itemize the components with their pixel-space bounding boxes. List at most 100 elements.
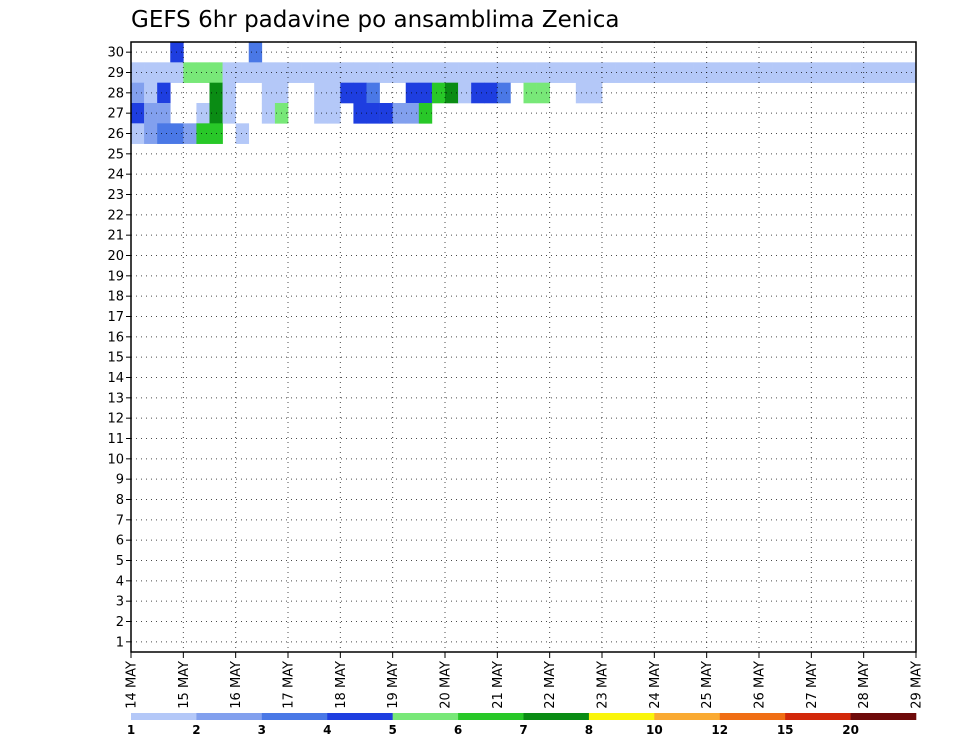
x-tick-label: 25 MAY [700,661,715,709]
heatmap-cell [536,62,550,83]
y-tick-label: 30 [107,46,124,61]
heatmap-cell [157,62,171,83]
heatmap-cell [144,62,158,83]
heatmap-cell [353,103,367,124]
colorbar-swatch [392,713,459,720]
heatmap-cell [327,103,341,124]
colorbar-swatch [588,713,655,720]
y-tick-label: 20 [107,249,124,264]
heatmap-cell [431,82,446,104]
heatmap-cell [183,123,197,144]
colorbar-label: 6 [454,723,462,737]
heatmap-cell [235,123,250,144]
colorbar-label: 3 [258,723,266,737]
colorbar-swatch [850,713,917,720]
heatmap-cell [562,62,577,83]
heatmap-cell [667,62,681,83]
y-tick-label: 19 [107,269,124,284]
heatmap-cell [405,62,420,83]
heatmap-cell [353,62,367,83]
y-tick-label: 16 [107,330,124,345]
heatmap-cell [366,62,380,83]
heatmap-cell [811,62,825,83]
y-tick-label: 28 [107,86,124,101]
heatmap-cell [261,103,276,124]
x-tick-label: 18 MAY [334,661,349,709]
y-tick-label: 26 [107,127,124,142]
heatmap-cell [902,62,917,83]
x-tick-label: 14 MAY [125,661,140,709]
colorbar: 1 2 3 4 5 6 7 8 10 12 15 20 [127,713,917,737]
heatmap-cell [588,62,603,83]
heatmap-cell [314,82,328,104]
heatmap-cell [863,62,878,83]
colorbar-swatch [327,713,393,720]
heatmap-cell [850,62,864,83]
heatmap-cell [157,123,171,144]
x-tick-label: 15 MAY [177,661,192,709]
heatmap-cell [732,62,747,83]
heatmap-cell [745,62,760,83]
heatmap-cell [131,62,145,83]
y-tick-label: 10 [107,452,124,467]
heatmap-cell [222,103,236,124]
colorbar-swatch [785,713,851,720]
heatmap-cell [418,82,433,104]
y-tick-label: 15 [107,351,124,366]
heatmap-cell [314,103,328,124]
y-tick-label: 4 [116,574,124,589]
heatmap-cell [131,82,145,104]
colorbar-label: 10 [646,723,663,737]
heatmap-cell [144,82,158,104]
heatmap-cell [301,62,315,83]
heatmap-cell [458,62,472,83]
heatmap-cell [837,62,851,83]
heatmap-cell [706,62,721,83]
y-tick-label: 8 [116,493,124,508]
colorbar-label: 1 [127,723,135,737]
heatmap-cell [588,82,603,104]
heatmap-cell [772,62,786,83]
heatmap-cell [144,103,158,124]
colorbar-label: 8 [585,723,593,737]
heatmap-cell [314,62,328,83]
y-tick-label: 24 [107,168,124,183]
colorbar-label: 20 [842,723,859,737]
heatmap-cell [680,62,694,83]
y-tick-label: 17 [107,310,124,325]
colorbar-label: 12 [711,723,728,737]
heatmap-cell [196,123,210,144]
heatmap-cell [157,103,171,124]
heatmap-cell [196,103,210,124]
x-tick-label: 26 MAY [753,661,768,709]
colorbar-label: 7 [519,723,527,737]
heatmap-cell [131,103,145,124]
grid-lines [131,42,916,652]
colorbar-label: 4 [323,723,331,737]
colorbar-label: 5 [388,723,396,737]
y-tick-label: 6 [116,534,124,549]
y-tick-label: 1 [116,635,124,650]
heatmap-cell [458,82,472,104]
heatmap-cell [405,82,420,104]
x-tick-label: 28 MAY [857,661,872,709]
x-tick-label: 21 MAY [491,661,506,709]
y-tick-label: 29 [107,66,124,81]
y-tick-label: 9 [116,473,124,488]
heatmap-cell [628,62,642,83]
colorbar-label: 2 [192,723,200,737]
heatmap-cell [366,103,380,124]
heatmap-cell [327,62,341,83]
y-tick-label: 14 [107,371,124,386]
x-tick-label: 23 MAY [596,661,611,709]
y-axis: 1234567891011121314151617181920212223242… [107,46,131,650]
heatmap-cell [798,62,812,83]
heatmap-cell [418,62,433,83]
heatmap-cell [392,62,407,83]
heatmap-cell [405,103,420,124]
x-tick-label: 16 MAY [229,661,244,709]
heatmap-cell [288,62,302,83]
heatmap-cell [510,62,524,83]
heatmap-cell [484,82,498,104]
